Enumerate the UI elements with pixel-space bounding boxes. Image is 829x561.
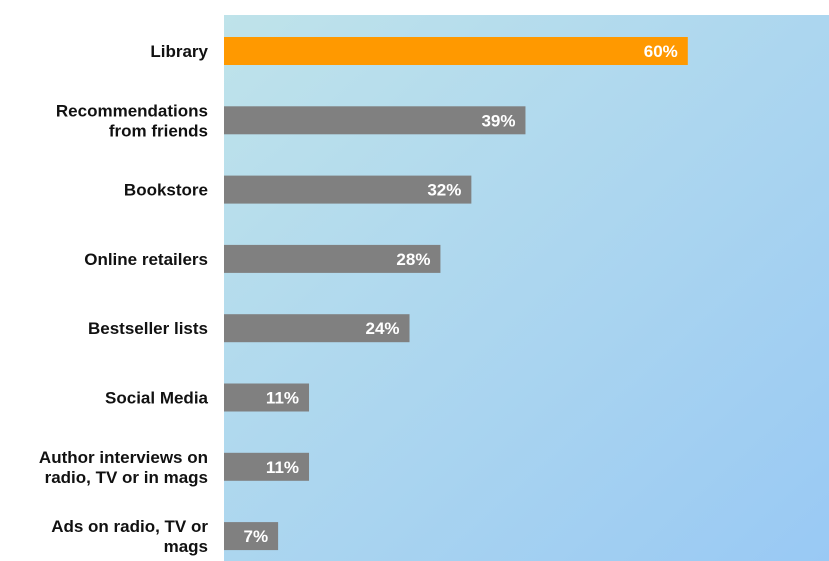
category-label-8: Ads on radio, TV or mags xyxy=(51,517,208,556)
bar-2 xyxy=(224,106,526,135)
bar-5 xyxy=(224,314,410,343)
category-labels-group: Library Recommendations from friends Bookst… xyxy=(39,42,209,556)
bars-group: 60% 39% 32% 28% 24% 11% 11% 7% xyxy=(224,37,688,551)
plot-area xyxy=(224,15,829,561)
bar-7 xyxy=(224,452,310,481)
category-label-3: Bookstore xyxy=(124,181,208,200)
bar-6 xyxy=(224,383,310,412)
bar-value-label-2: 39% xyxy=(481,111,515,130)
bar-value-label-6: 11% xyxy=(266,389,299,408)
bar-3 xyxy=(224,175,472,204)
category-label-7: Author interviews on radio, TV or in mags xyxy=(39,448,208,487)
bar-8 xyxy=(224,522,279,551)
category-label-4: Online retailers xyxy=(84,250,208,269)
bar-4 xyxy=(224,244,441,273)
bar-value-label-1: 60% xyxy=(644,42,678,61)
category-label-5: Bestseller lists xyxy=(88,319,208,338)
category-label-1: Library xyxy=(150,42,208,61)
category-label-6: Social Media xyxy=(105,389,209,408)
bar-value-label-4: 28% xyxy=(396,250,430,269)
bar-value-label-5: 24% xyxy=(365,319,399,338)
category-label-2: Recommendations from friends xyxy=(56,101,208,140)
bar-value-label-7: 11% xyxy=(266,458,299,477)
bar-1 xyxy=(224,37,688,65)
bar-value-label-8: 7% xyxy=(244,527,269,546)
bar-value-label-3: 32% xyxy=(427,181,461,200)
